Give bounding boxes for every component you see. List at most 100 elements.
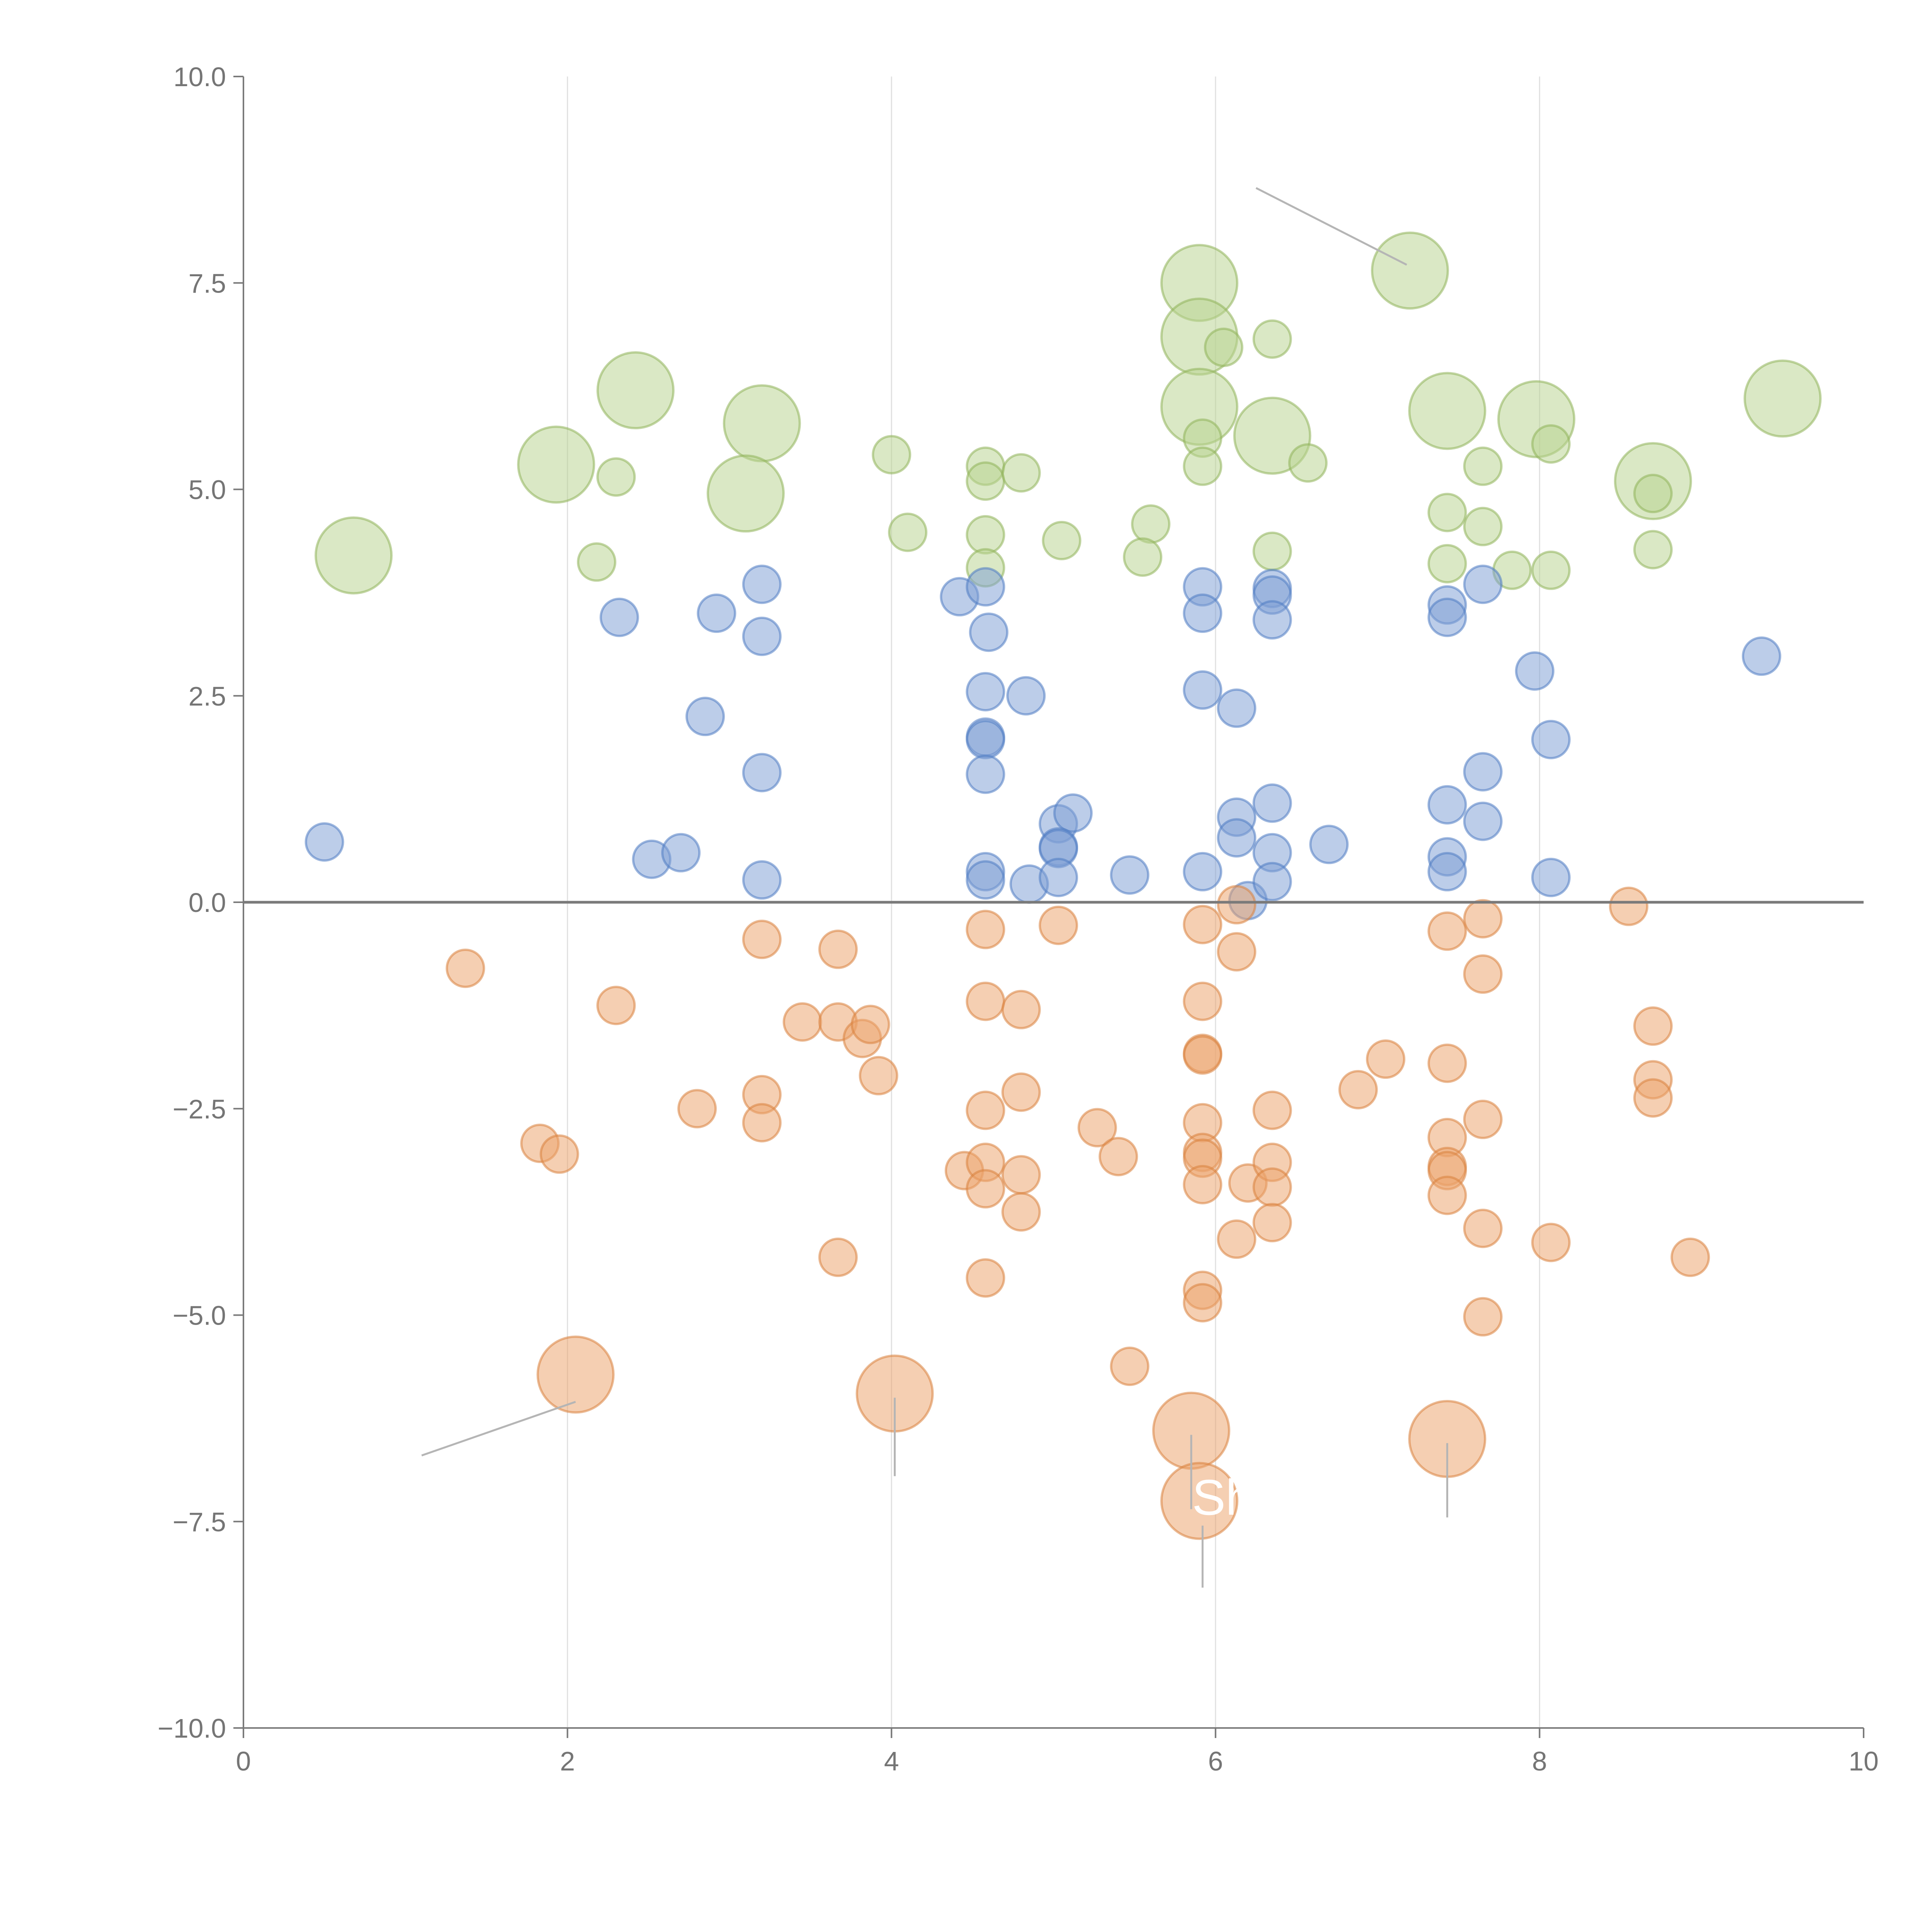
orange-point-3 — [596, 986, 636, 1026]
orange-point-70 — [1160, 1462, 1238, 1540]
x-tick-label-3: 6 — [1208, 1746, 1223, 1776]
y-tick-label-8: −10.0 — [158, 1713, 226, 1743]
blue-point-13 — [966, 672, 1005, 712]
blue-point-15 — [966, 720, 1005, 760]
orange-point-61 — [1531, 1223, 1571, 1262]
green-point-24 — [1131, 504, 1171, 544]
blue-point-37 — [1252, 600, 1292, 640]
orange-point-22 — [1001, 990, 1041, 1029]
green-point-23 — [1042, 520, 1082, 560]
green-point-29 — [1183, 446, 1223, 486]
blue-point-18 — [966, 860, 1005, 900]
orange-point-29 — [1110, 1346, 1150, 1386]
orange-point-2 — [539, 1134, 579, 1174]
green-point-14 — [596, 457, 636, 497]
orange-point-60 — [1463, 1297, 1503, 1337]
blue-point-41 — [1309, 825, 1349, 864]
green-point-19 — [966, 461, 1005, 501]
green-point-3 — [723, 384, 801, 463]
green-point-38 — [1531, 550, 1571, 590]
blue-point-47 — [1463, 565, 1503, 604]
orange-point-28 — [1099, 1137, 1138, 1177]
blue-point-29 — [1183, 670, 1223, 710]
green-point-0 — [315, 516, 393, 595]
orange-point-59 — [1463, 1209, 1503, 1248]
orange-point-50 — [1427, 911, 1467, 951]
green-point-17 — [888, 512, 928, 552]
orange-point-25 — [1001, 1192, 1041, 1232]
y-tick-label-1: 7.5 — [189, 268, 226, 298]
blue-point-8 — [742, 753, 782, 793]
orange-point-13 — [859, 1056, 898, 1095]
blue-point-53 — [1742, 636, 1781, 676]
x-tick-label-2: 4 — [884, 1746, 899, 1776]
green-point-34 — [1463, 446, 1503, 486]
green-point-33 — [1427, 544, 1467, 583]
green-point-25 — [1123, 537, 1163, 577]
blue-point-28 — [1183, 594, 1223, 633]
green-point-10 — [1408, 372, 1486, 450]
blue-point-0 — [304, 822, 344, 862]
blue-point-4 — [685, 697, 725, 736]
orange-point-67 — [536, 1335, 615, 1414]
green-point-32 — [1427, 493, 1467, 532]
orange-point-44 — [1252, 1090, 1292, 1130]
orange-point-7 — [742, 1103, 782, 1143]
orange-point-30 — [1183, 905, 1223, 944]
green-point-39 — [1633, 474, 1673, 514]
orange-point-40 — [1217, 885, 1257, 925]
orange-point-9 — [818, 929, 858, 969]
green-point-40 — [1633, 530, 1673, 570]
orange-point-33 — [1183, 1035, 1223, 1075]
y-tick-label-7: −7.5 — [173, 1507, 226, 1537]
orange-point-5 — [742, 920, 782, 959]
orange-point-55 — [1427, 1175, 1467, 1215]
blue-point-38 — [1252, 783, 1292, 823]
green-point-35 — [1463, 507, 1503, 546]
blue-point-48 — [1463, 752, 1503, 792]
callout-label: Sh — [1192, 1469, 1253, 1526]
green-point-21 — [966, 515, 1005, 555]
orange-point-18 — [966, 1090, 1005, 1130]
data-points — [304, 231, 1822, 1540]
blue-point-5 — [697, 594, 736, 633]
green-point-30 — [1288, 443, 1328, 483]
blue-point-49 — [1463, 801, 1503, 841]
orange-point-63 — [1633, 1006, 1673, 1046]
blue-point-33 — [1217, 818, 1257, 858]
blue-point-16 — [966, 754, 1005, 794]
green-point-1 — [517, 425, 595, 504]
axes — [243, 77, 1864, 1729]
y-tick-label-4: 0.0 — [189, 888, 226, 918]
blue-point-44 — [1427, 785, 1467, 825]
blue-point-9 — [742, 860, 782, 900]
y-tick-label-0: 10.0 — [173, 62, 226, 92]
orange-point-57 — [1463, 954, 1503, 994]
orange-point-49 — [1366, 1039, 1406, 1079]
orange-point-58 — [1463, 1100, 1503, 1139]
orange-point-16 — [966, 910, 1005, 949]
orange-point-51 — [1427, 1043, 1467, 1083]
blue-point-19 — [1006, 676, 1046, 716]
orange-point-4 — [677, 1089, 717, 1129]
orange-point-56 — [1463, 899, 1503, 939]
blue-point-46 — [1427, 852, 1467, 891]
y-tick-label-3: 2.5 — [189, 681, 226, 711]
orange-point-12 — [850, 1005, 890, 1044]
x-tick-label-5: 10 — [1849, 1746, 1879, 1776]
orange-point-41 — [1217, 932, 1257, 972]
y-tick-label-2: 5.0 — [189, 475, 226, 505]
green-point-37 — [1531, 424, 1571, 464]
green-point-27 — [1252, 319, 1292, 359]
orange-point-26 — [1039, 905, 1078, 945]
blue-point-6 — [742, 565, 782, 604]
blue-point-22 — [1053, 793, 1093, 833]
orange-point-65 — [1633, 1078, 1673, 1118]
blue-point-3 — [661, 833, 701, 872]
x-tick-label-1: 2 — [560, 1746, 575, 1776]
leader-line-0 — [1255, 187, 1407, 266]
axis-ticks: 0 2 4 6 8 10 10.0 7.5 5.0 2.5 0.0 −2.5 −5.0 −7.5 −10.0 — [158, 62, 1879, 1776]
orange-point-21 — [966, 1258, 1005, 1298]
orange-point-46 — [1252, 1167, 1292, 1207]
leader-line-1 — [421, 1401, 576, 1457]
